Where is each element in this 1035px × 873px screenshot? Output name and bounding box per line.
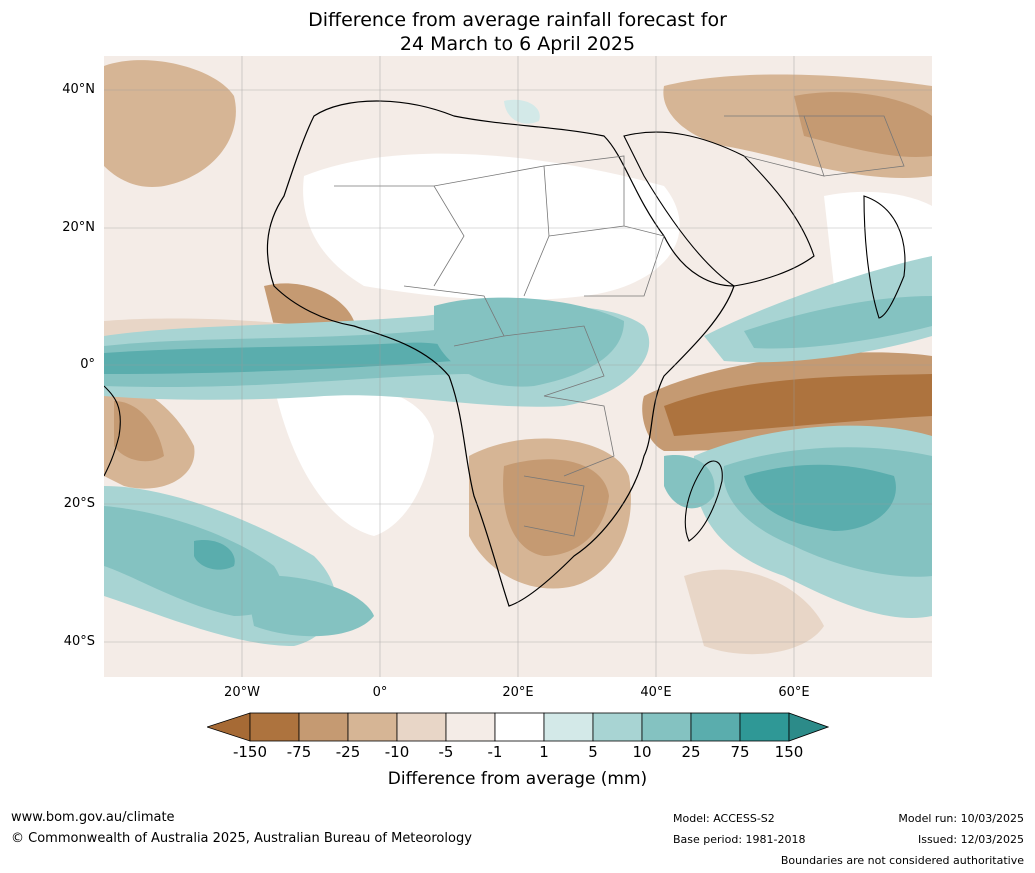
dry-anomaly-indian-ocean-core: [664, 374, 932, 436]
wet-anomaly-south-atlantic-core: [194, 540, 235, 570]
colorbar-swatch-10-25: [641, 712, 692, 742]
wet-anomaly-south-indian-ocean-core: [744, 464, 896, 531]
colorbar-swatch-75-150: [739, 712, 790, 742]
wet-anomaly-south-atlantic-mid: [104, 506, 282, 616]
colorbar-tick-10: 10: [632, 743, 652, 761]
graticule: [104, 56, 932, 677]
lon-label-60e: 60°E: [778, 685, 810, 700]
colorbar-swatch-1-1: [494, 712, 545, 742]
map-canvas: [104, 56, 932, 677]
lon-label-40e: 40°E: [640, 685, 672, 700]
colorbar-swatch-lt-150: [207, 712, 251, 742]
lat-label-40s: 40°S: [63, 634, 95, 649]
footer-disclaimer: Boundaries are not considered authoritat…: [780, 854, 1024, 867]
wet-anomaly-mediterranean: [504, 99, 540, 124]
dry-anomaly-north-atlantic: [104, 60, 236, 187]
lat-label-20s: 20°S: [63, 496, 95, 511]
title-line-1: Difference from average rainfall forecas…: [308, 9, 727, 31]
colorbar-tick-5: 5: [588, 743, 598, 761]
colorbar-swatch-25-75: [690, 712, 741, 742]
wet-anomaly-southeast-atlantic: [244, 575, 374, 637]
colorbar-tick-minus-10: -10: [384, 743, 410, 761]
colorbar-swatch-75-25: [298, 712, 349, 742]
lon-label-20w: 20°W: [224, 685, 260, 700]
south-america-coastline: [104, 385, 121, 477]
map-title: Difference from average rainfall forecas…: [0, 8, 1035, 56]
colorbar-swatch-gt-150: [788, 712, 829, 742]
lon-label-20e: 20°E: [502, 685, 534, 700]
country-boundaries: [334, 115, 905, 537]
colorbar-swatch-25-10: [347, 712, 398, 742]
title-line-2: 24 March to 6 April 2025: [399, 33, 636, 55]
dry-anomaly-south-atlantic-core: [114, 401, 164, 462]
colorbar-label: Difference from average (mm): [387, 769, 648, 789]
madagascar-coastline: [684, 460, 723, 542]
wet-anomaly-central-africa: [434, 297, 624, 387]
footer-copyright: © Commonwealth of Australia 2025, Austra…: [11, 831, 472, 846]
colorbar-tick-minus-150: -150: [232, 743, 268, 761]
colorbar-tick-minus-5: -5: [438, 743, 454, 761]
dry-anomaly-middle-east-core: [794, 92, 932, 157]
footer-issued: Issued: 12/03/2025: [917, 833, 1024, 846]
colorbar-swatch-10-5: [396, 712, 447, 742]
colorbar-tick-minus-1: -1: [487, 743, 503, 761]
colorbar-tick-25: 25: [681, 743, 701, 761]
near-average-sahara: [303, 153, 680, 301]
colorbar: [207, 712, 829, 742]
wet-anomaly-equatorial-atlantic-core: [104, 342, 457, 374]
colorbar-swatch-5-10: [592, 712, 643, 742]
wet-anomaly-north-indian-ocean-core: [744, 296, 932, 349]
colorbar-swatch-150-75: [249, 712, 300, 742]
lon-label-0: 0°: [372, 685, 388, 700]
dry-anomaly-southern-africa-core: [503, 459, 609, 556]
colorbar-tick-minus-75: -75: [286, 743, 312, 761]
colorbar-swatch-1-5: [543, 712, 594, 742]
colorbar-tick-1: 1: [539, 743, 549, 761]
footer-model-run: Model run: 10/03/2025: [898, 812, 1024, 825]
footer-model: Model: ACCESS-S2: [673, 812, 775, 825]
arabia-coastline: [623, 131, 815, 287]
lat-label-equator: 0°: [80, 357, 95, 372]
colorbar-tick-minus-25: -25: [335, 743, 361, 761]
colorbar-swatch-5-1: [445, 712, 496, 742]
near-average-east-atlantic: [274, 382, 434, 536]
africa-coastline: [266, 100, 735, 607]
rainfall-anomaly-map: [104, 56, 932, 677]
colorbar-tick-150: 150: [774, 743, 804, 761]
india-coastline: [863, 195, 906, 319]
lat-label-20n: 20°N: [62, 220, 95, 235]
dry-anomaly-southern-ocean: [684, 569, 824, 655]
colorbar-tick-75: 75: [730, 743, 750, 761]
lat-label-40n: 40°N: [62, 82, 95, 97]
footer-base-period: Base period: 1981-2018: [673, 833, 806, 846]
footer-website-link[interactable]: www.bom.gov.au/climate: [11, 810, 175, 825]
